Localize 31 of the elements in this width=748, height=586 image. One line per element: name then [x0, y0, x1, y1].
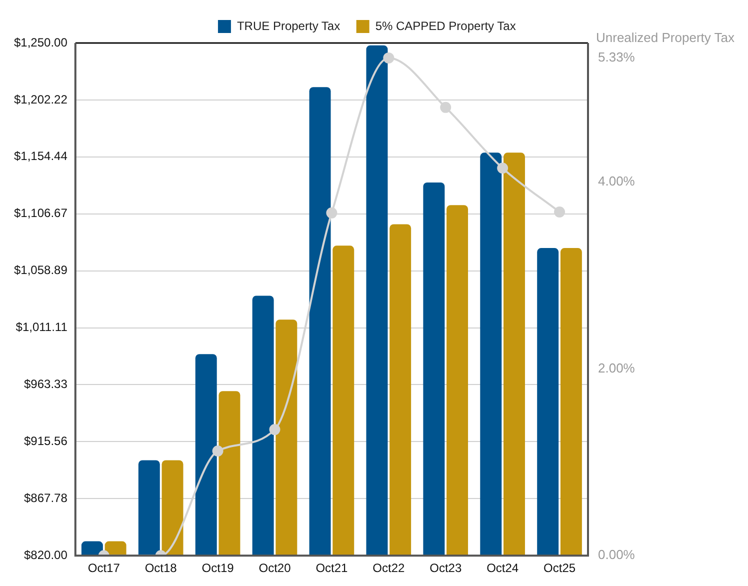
y2-axis-title: Unrealized Property Tax: [596, 30, 735, 46]
x-tick-label: Oct21: [316, 561, 348, 576]
legend-label: 5% CAPPED Property Tax: [375, 18, 516, 33]
y2-tick-label: 0.00%: [598, 547, 636, 562]
x-tick-label: Oct19: [202, 561, 234, 576]
y-tick-label: $1,154.44: [14, 149, 68, 164]
y-tick-label: $1,250.00: [14, 35, 68, 50]
y-tick-label: $820.00: [24, 548, 68, 562]
y2-tick-label: 2.00%: [598, 360, 636, 376]
point: [326, 207, 338, 218]
x-tick-label: Oct22: [372, 561, 405, 576]
x-tick-label: Oct18: [144, 561, 178, 576]
point: [554, 206, 566, 218]
point: [440, 102, 452, 113]
x-tick-label: Oct25: [544, 561, 576, 576]
x-tick-label: Oct20: [258, 561, 292, 576]
point: [497, 162, 508, 174]
y-tick-label: $867.78: [24, 490, 68, 505]
x-tick-label: Oct24: [486, 561, 519, 576]
y-tick-label: $915.56: [24, 434, 68, 448]
y-tick-label: $1,106.67: [14, 206, 68, 220]
y2-tick-label: 5.33%: [598, 50, 636, 65]
legend-label: TRUE Property Tax: [236, 18, 340, 33]
y-tick-label: $963.33: [24, 377, 68, 392]
y-tick-label: $1,011.11: [16, 320, 68, 334]
y2-tick-label: 4.00%: [598, 174, 636, 189]
point: [383, 52, 394, 64]
x-tick-label: Oct17: [88, 561, 120, 576]
y-tick-label: $1,202.22: [14, 92, 68, 106]
y-tick-label: $1,058.89: [14, 263, 68, 278]
x-tick-label: Oct23: [430, 561, 462, 576]
